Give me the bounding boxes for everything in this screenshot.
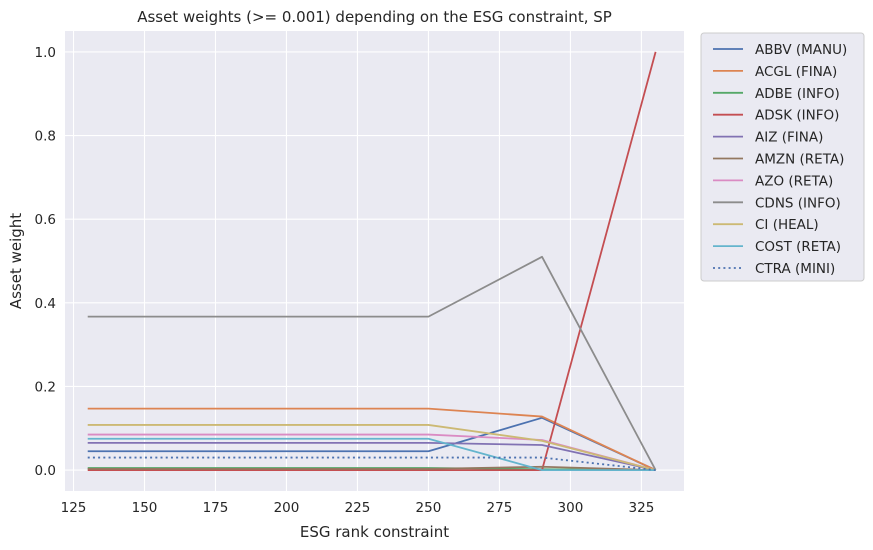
series-line xyxy=(87,456,656,471)
legend-entry: ADBE (INFO) xyxy=(755,86,840,102)
x-tick-label: 325 xyxy=(629,500,655,516)
x-tick-label: 225 xyxy=(345,500,371,516)
y-tick-label: 0.2 xyxy=(35,379,56,395)
y-axis-ticks: 0.0 0.2 0.4 0.6 0.8 1.0 xyxy=(35,45,56,479)
y-tick-label: 1.0 xyxy=(35,45,56,61)
legend-entry: ABBV (MANU) xyxy=(755,42,847,58)
series-line xyxy=(87,442,656,471)
x-tick-label: 125 xyxy=(61,500,87,516)
legend-entry: AZO (RETA) xyxy=(755,173,833,189)
x-tick-label: 250 xyxy=(416,500,442,516)
y-axis-label: Asset weight xyxy=(7,213,25,309)
legend-entry: COST (RETA) xyxy=(755,239,841,255)
gridlines xyxy=(65,31,684,491)
y-tick-label: 0.6 xyxy=(35,212,56,228)
x-tick-label: 300 xyxy=(558,500,584,516)
x-axis-label: ESG rank constraint xyxy=(300,523,449,541)
x-axis-ticks: 125 150 175 200 225 250 275 300 325 xyxy=(61,500,655,516)
x-tick-label: 175 xyxy=(203,500,229,516)
legend-entry: ADSK (INFO) xyxy=(755,108,839,124)
legend-entry: ACGL (FINA) xyxy=(755,64,837,80)
legend-entry: AMZN (RETA) xyxy=(755,152,844,168)
x-tick-label: 275 xyxy=(487,500,513,516)
legend-entry: CDNS (INFO) xyxy=(755,195,841,211)
y-tick-label: 0.4 xyxy=(35,296,56,312)
legend-entry: CI (HEAL) xyxy=(755,217,819,233)
legend-box xyxy=(700,32,865,282)
y-tick-label: 0.0 xyxy=(35,463,56,479)
chart-title: Asset weights (>= 0.001) depending on th… xyxy=(137,8,612,26)
x-tick-label: 200 xyxy=(274,500,300,516)
series-line xyxy=(87,437,656,471)
legend-entry: CTRA (MINI) xyxy=(755,261,835,277)
x-tick-label: 150 xyxy=(132,500,158,516)
series-line xyxy=(87,424,656,471)
series-lines xyxy=(87,51,657,471)
legend-entry: AIZ (FINA) xyxy=(755,130,823,146)
series-line xyxy=(87,255,657,471)
series-line xyxy=(87,407,656,471)
series-line xyxy=(87,51,657,471)
series-line xyxy=(87,465,656,471)
legend: ABBV (MANU) ACGL (FINA) ADBE (INFO) ADSK (I… xyxy=(700,32,865,282)
y-tick-label: 0.8 xyxy=(35,129,56,145)
plot-background xyxy=(65,31,684,491)
